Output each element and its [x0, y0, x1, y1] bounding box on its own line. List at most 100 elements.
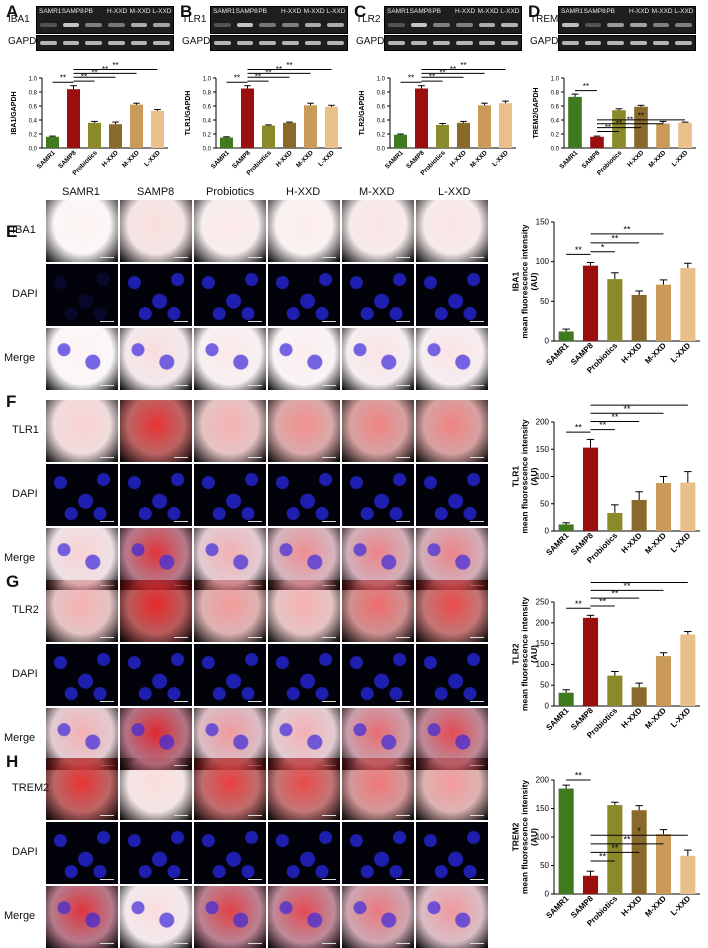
blot-band	[456, 23, 473, 27]
micro-row-label-tlr1: TLR1	[12, 424, 39, 436]
micro-tile-dapi-probiotics	[194, 264, 266, 326]
blot-band	[62, 23, 80, 27]
scale-bar	[100, 321, 114, 322]
micro-tile-dapi-m-xxd	[342, 822, 414, 884]
blot-strip-tlr1: SAMR1 SAMP8 PB H-XXD M-XXD L-XXD	[210, 6, 348, 34]
scale-bar	[174, 637, 188, 638]
micro-tile-merge-probiotics	[194, 528, 266, 590]
bar-h-xxd	[631, 499, 647, 531]
blot-band	[652, 23, 670, 27]
micro-row-label-iba1: IBA1	[12, 224, 36, 236]
micro-tile-merge-samr1	[46, 328, 118, 390]
scale-bar	[470, 879, 484, 880]
blot-band	[130, 23, 148, 27]
micro-tile-tlr1-m-xxd	[342, 400, 414, 462]
micro-row-label-tlr2: TLR2	[12, 604, 39, 616]
micro-tile-iba1-l-xxd	[416, 200, 488, 262]
y-tick-label: 0.2	[377, 133, 386, 139]
y-tick-label: 0.8	[551, 91, 560, 97]
panel-letter-g: G	[6, 572, 20, 591]
gapdh-band	[259, 41, 276, 45]
lane-label-pb: PB	[432, 8, 441, 15]
scale-bar	[100, 701, 114, 702]
scale-bar	[470, 637, 484, 638]
bar-m-xxd	[477, 105, 492, 148]
y-axis-title-line: TLR1	[510, 466, 520, 488]
scale-bar	[396, 815, 410, 816]
significance-label: **	[112, 61, 118, 70]
x-tick-label-m-xxd: M-XXD	[121, 149, 141, 169]
micro-tile-tlr2-l-xxd	[416, 580, 488, 642]
significance-label: **	[611, 843, 619, 853]
lane-label-samr1: SAMR1	[387, 8, 410, 15]
bar-probiotics	[87, 122, 102, 148]
gapdh-band	[652, 41, 670, 45]
blot-strip-trem2: SAMR1 SAMP8 PB H-XXD M-XXD L-XXD	[558, 6, 696, 34]
micro-tile-dapi-samp8	[120, 822, 192, 884]
gapdh-band	[562, 41, 579, 45]
scale-bar	[174, 521, 188, 522]
significance-label: **	[575, 423, 583, 433]
blot-band	[607, 23, 624, 27]
blot-band	[501, 23, 518, 27]
bar-probiotics	[261, 125, 276, 148]
scale-bar	[322, 321, 336, 322]
x-tick-label-samr1: SAMR1	[36, 149, 57, 170]
blot-name-tlr2: TLR2	[356, 14, 381, 25]
x-tick-label-m-xxd: M-XXD	[295, 149, 315, 169]
blot-name-iba1: IBA1	[8, 14, 30, 25]
micro-tile-dapi-probiotics	[194, 822, 266, 884]
y-tick-label: 0.4	[377, 119, 386, 125]
bar-probiotics	[607, 675, 623, 706]
bar-probiotics	[607, 513, 623, 531]
bar-m-xxd	[129, 104, 144, 148]
micro-tile-merge-probiotics	[194, 328, 266, 390]
y-tick-label: 1.0	[551, 77, 560, 83]
y-axis-title-line: mean fluorescence intensity	[520, 597, 530, 712]
scale-bar	[174, 815, 188, 816]
x-tick-label-h-xxd: H-XXD	[101, 149, 120, 168]
micro-tile-merge-h-xxd	[268, 886, 340, 948]
lane-label-h-xxd: H-XXD	[455, 8, 476, 15]
blot-loading-gapdh: GAPDH	[8, 36, 44, 47]
blot-band	[153, 23, 170, 27]
blot-band	[214, 23, 231, 27]
micro-tile-dapi-m-xxd	[342, 264, 414, 326]
significance-label: **	[286, 61, 292, 70]
lane-label-m-xxd: M-XXD	[303, 8, 325, 15]
lane-label-pb: PB	[606, 8, 615, 15]
scale-bar	[248, 815, 262, 816]
bar-samr1	[558, 692, 574, 706]
scale-bar	[322, 457, 336, 458]
y-tick-label: 50	[540, 681, 549, 690]
y-tick-label: 0.6	[551, 105, 560, 111]
significance-label: **	[575, 245, 583, 255]
y-axis-title-line: (AU)	[529, 828, 539, 846]
significance-label: *	[637, 400, 641, 406]
y-axis-title: TLR2mean fluorescence intensity(AU)	[510, 597, 539, 712]
x-tick-label-m-xxd: M-XXD	[643, 894, 668, 919]
micro-tile-trem2-l-xxd	[416, 758, 488, 820]
bar-h-xxd	[108, 124, 123, 148]
micro-tile-dapi-samp8	[120, 464, 192, 526]
scale-bar	[322, 521, 336, 522]
y-tick-label: 0.0	[551, 147, 560, 153]
y-tick-label: 1.0	[29, 77, 38, 83]
x-tick-label-m-xxd: M-XXD	[643, 341, 668, 366]
scale-bar	[470, 815, 484, 816]
y-axis-title: TLR2/GAPDH	[359, 91, 366, 136]
gapdh-band	[607, 41, 624, 45]
micro-col-samr1: SAMR1	[62, 186, 100, 198]
lane-label-samp8: SAMP8	[409, 8, 432, 15]
scale-bar	[470, 701, 484, 702]
x-tick-label-samr1: SAMR1	[384, 149, 405, 170]
scale-bar	[174, 457, 188, 458]
scale-bar	[100, 457, 114, 458]
lane-label-samp8: SAMP8	[235, 8, 258, 15]
x-tick-label-l-xxd: L-XXD	[143, 149, 162, 168]
micro-tile-dapi-l-xxd	[416, 822, 488, 884]
gapdh-band	[108, 41, 125, 45]
y-tick-label: 200	[536, 776, 550, 785]
